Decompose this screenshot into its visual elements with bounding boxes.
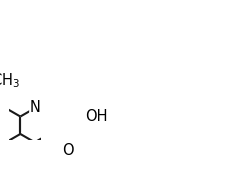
Text: O: O (62, 143, 73, 158)
Text: OH: OH (85, 109, 107, 124)
Text: N: N (30, 100, 41, 115)
Text: CH$_3$: CH$_3$ (0, 72, 20, 90)
